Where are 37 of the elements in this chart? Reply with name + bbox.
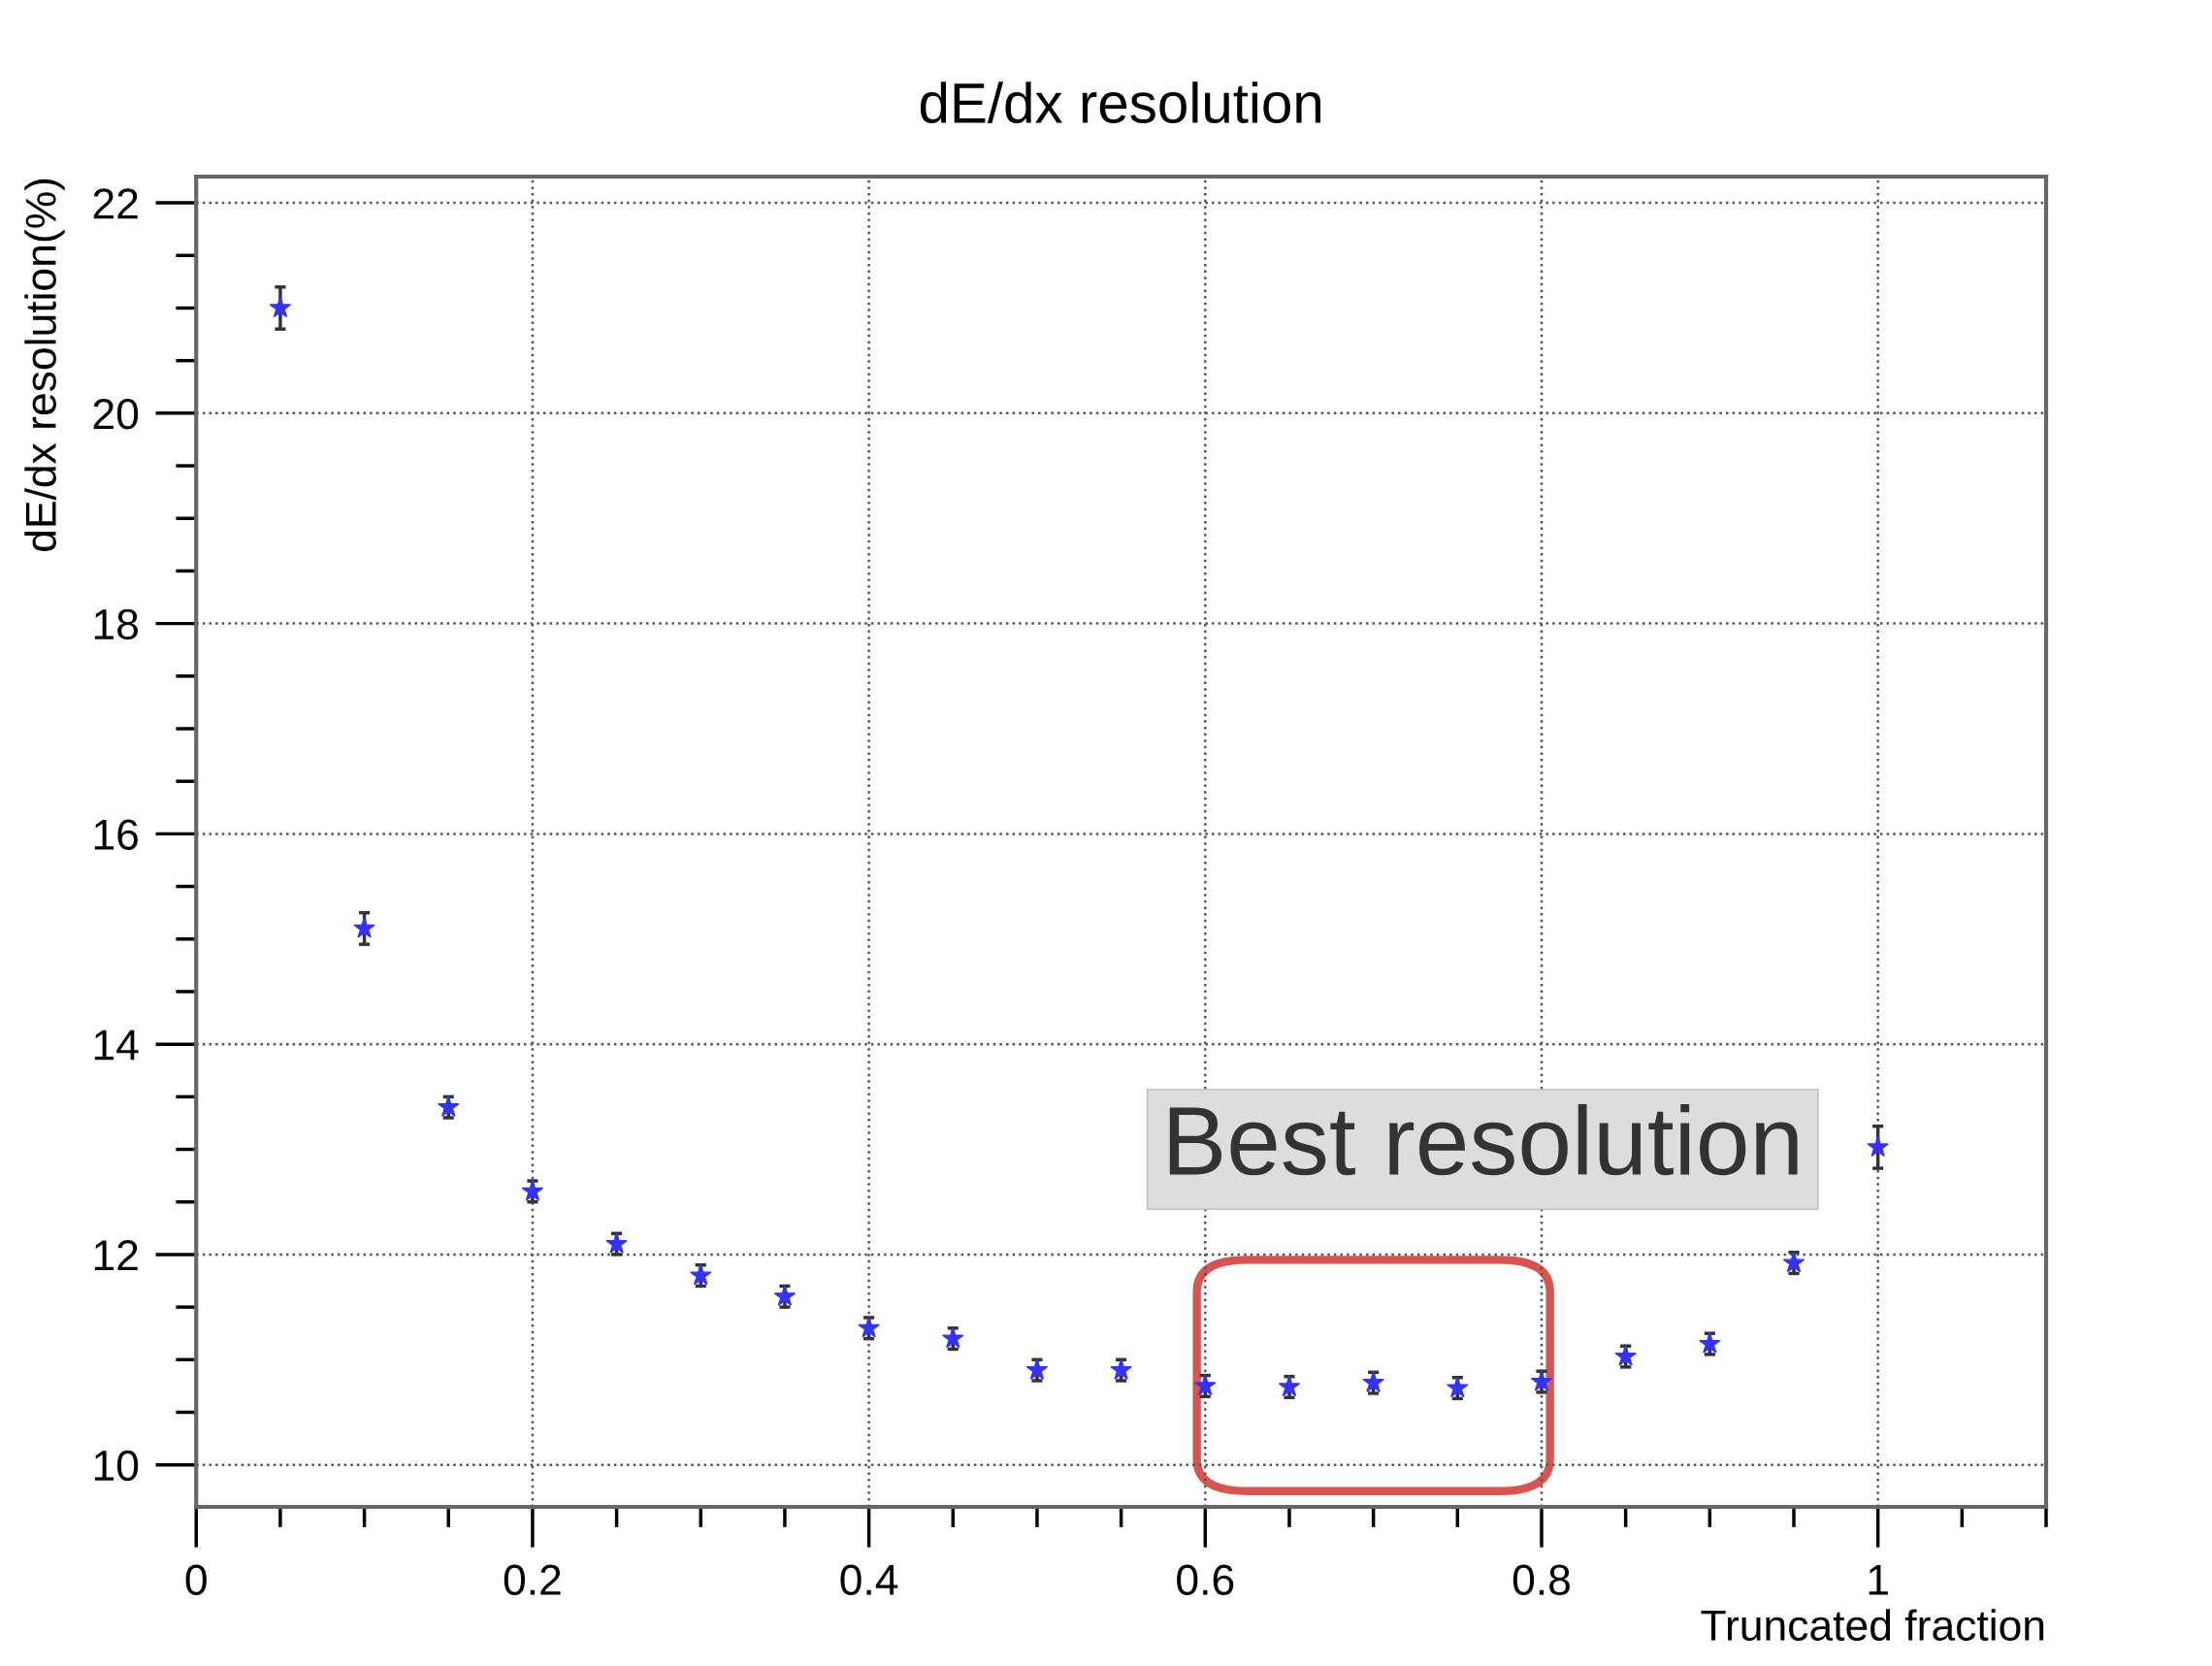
point [858, 1316, 880, 1338]
point [269, 296, 292, 318]
point [1447, 1376, 1469, 1398]
point [1867, 1135, 1889, 1158]
x-tick-label: 0 [185, 1564, 207, 1596]
x-tick-label: 0.8 [1513, 1564, 1570, 1596]
y-tick-label: 20 [93, 398, 139, 430]
x-axis-title: Truncated fraction [1701, 1609, 2044, 1641]
annotation: Best resolution [1169, 1103, 1798, 1176]
x-tick-label: 0.4 [840, 1564, 898, 1596]
point [1782, 1251, 1805, 1273]
y-tick-label: 16 [94, 819, 138, 850]
x-tick-label: 0.6 [1177, 1564, 1234, 1596]
y-tick-label: 12 [94, 1239, 138, 1271]
point [1530, 1370, 1553, 1391]
point [942, 1326, 964, 1349]
y-tick-label: 22 [93, 188, 138, 219]
x-tick-label: 0.2 [504, 1564, 561, 1596]
y-tick-label: 18 [94, 608, 138, 640]
point [1194, 1374, 1217, 1396]
point [1614, 1345, 1637, 1366]
point [521, 1180, 544, 1201]
point [353, 917, 375, 938]
x-tick-label: 1 [1869, 1564, 1888, 1595]
point [1699, 1332, 1721, 1354]
point [437, 1095, 460, 1117]
point [1025, 1358, 1049, 1380]
point [1362, 1371, 1384, 1392]
point [605, 1232, 628, 1254]
y-tick-label: 10 [94, 1450, 139, 1482]
chart-title: dE/dx resolution [920, 82, 1320, 124]
point [1110, 1358, 1132, 1380]
y-axis-title: dE/dx resolution(%) [24, 179, 65, 551]
point [1278, 1375, 1301, 1397]
point [773, 1285, 797, 1306]
y-tick-label: 14 [94, 1029, 139, 1061]
point [690, 1263, 712, 1286]
